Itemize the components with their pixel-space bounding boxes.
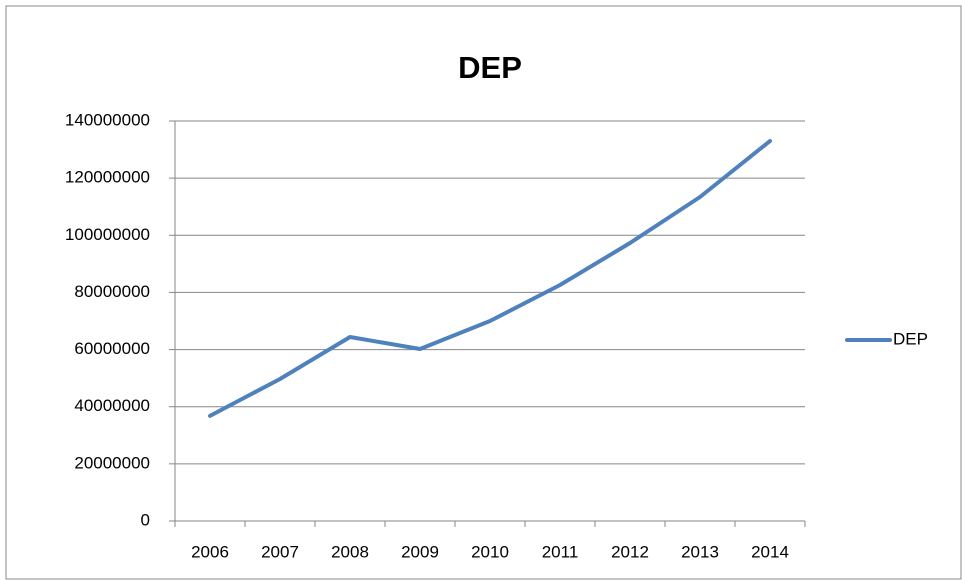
x-tick-label: 2011 — [542, 542, 579, 561]
y-tick-label: 60000000 — [74, 339, 150, 358]
x-tick-label: 2009 — [401, 542, 439, 561]
y-tick-label: 0 — [141, 510, 150, 529]
data-line — [208, 139, 772, 418]
x-tick-label: 2013 — [681, 542, 719, 561]
x-tick-label: 2006 — [191, 542, 229, 561]
legend-label: DEP — [893, 329, 928, 348]
y-tick-label: 140000000 — [65, 110, 150, 129]
chart-title: DEP — [458, 50, 522, 85]
x-tick-label: 2007 — [261, 542, 299, 561]
x-tick-label: 2012 — [611, 542, 649, 561]
y-tick-label: 120000000 — [65, 168, 150, 187]
x-tick-label: 2010 — [471, 542, 509, 561]
y-tick-label: 100000000 — [65, 225, 150, 244]
y-tick-label: 40000000 — [74, 396, 150, 415]
y-tick-label: 20000000 — [74, 453, 150, 472]
y-tick-label: 80000000 — [74, 282, 150, 301]
x-tick-label: 2014 — [751, 542, 789, 561]
x-tick-label: 2008 — [331, 542, 369, 561]
